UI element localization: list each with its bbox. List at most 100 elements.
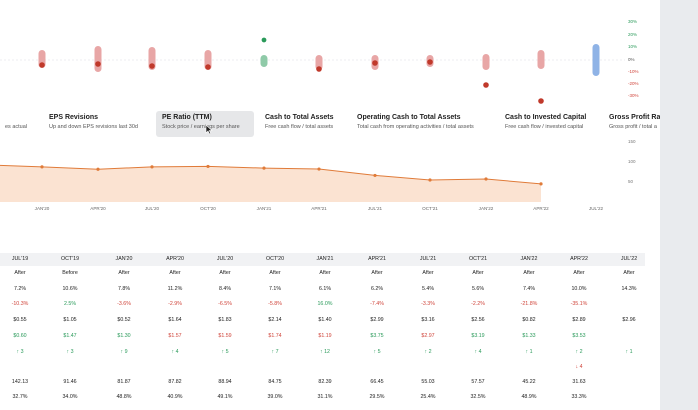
table-cell: $2.96 <box>622 317 636 323</box>
rating-tick-label: -10% <box>628 69 639 74</box>
column-header: JUL'19 <box>11 256 29 262</box>
table-cell: 7.2% <box>13 286 27 292</box>
table-cell: -10.3% <box>11 301 29 307</box>
table-cell: ↑ 5 <box>221 349 229 355</box>
table-cell: After <box>422 270 434 276</box>
column-header: APR'21 <box>368 256 386 262</box>
pe-x-tick-label: JAN'20 <box>34 206 50 211</box>
table-cell: 8.4% <box>218 286 232 292</box>
table-cell: Before <box>62 270 78 276</box>
table-cell: ↑ 7 <box>271 349 279 355</box>
pe-x-tick-label: OCT'21 <box>422 206 438 211</box>
table-cell: After <box>371 270 383 276</box>
table-cell: ↑ 2 <box>575 349 583 355</box>
table-cell: 33.3% <box>571 394 587 400</box>
table-cell: 10.0% <box>571 286 587 292</box>
table-cell: 14.3% <box>621 286 637 292</box>
table-cell: ↑ 3 <box>16 349 24 355</box>
pe-x-tick-label: APR'20 <box>90 206 106 211</box>
table-cell: -21.8% <box>520 301 538 307</box>
table-cell: 84.75 <box>268 379 282 385</box>
table-cell: $2.99 <box>370 317 384 323</box>
pe-x-tick-label: JAN'22 <box>478 206 494 211</box>
right-scroll-gutter[interactable] <box>660 0 698 410</box>
metrics-panel: 30% 20% 10% 0% -10% -20% -30% es actual EPS Rev… <box>0 0 660 410</box>
pe-y-tick-label: 50 <box>628 179 634 184</box>
table-cell: 45.22 <box>522 379 536 385</box>
pe-point <box>373 173 377 178</box>
table-cell: -35.1% <box>570 301 588 307</box>
rating-dot <box>427 59 433 65</box>
metric-subtitle: Free cash flow / invested capital <box>505 124 584 130</box>
table-cell: $1.83 <box>218 317 232 323</box>
table-cell: 31.1% <box>317 394 333 400</box>
column-header: JAN'22 <box>520 256 538 262</box>
table-cell: $0.52 <box>117 317 131 323</box>
pe-x-tick-label: OCT'20 <box>200 206 216 211</box>
table-cell: 7.4% <box>522 286 536 292</box>
metric-subtitle: Total cash from operating activities / t… <box>357 124 474 130</box>
pe-x-tick-label: APR'22 <box>533 206 549 211</box>
table-cell: ↑ 2 <box>424 349 432 355</box>
rating-dot <box>95 61 101 67</box>
table-cell: $0.60 <box>13 333 27 339</box>
table-cell: 11.2% <box>167 286 183 292</box>
table-cell: After <box>623 270 635 276</box>
table-cell: $0.82 <box>522 317 536 323</box>
pe-x-tick-label: JAN'21 <box>256 206 272 211</box>
table-cell: ↓ 4 <box>575 364 583 370</box>
rating-tick-label: 10% <box>628 44 638 49</box>
pe-x-tick-label: JUL'20 <box>144 206 160 211</box>
table-cell: 29.5% <box>369 394 385 400</box>
table-cell: 25.4% <box>420 394 436 400</box>
rating-dot <box>260 36 268 44</box>
table-cell: -2.2% <box>471 301 485 307</box>
column-header: JUL'20 <box>216 256 234 262</box>
table-cell: ↑ 1 <box>625 349 633 355</box>
table-cell: 10.6% <box>62 286 78 292</box>
table-cell: -6.5% <box>218 301 232 307</box>
rating-dot <box>205 64 211 70</box>
rating-band <box>592 44 600 76</box>
table-cell: After <box>573 270 585 276</box>
table-cell: 40.9% <box>167 394 183 400</box>
table-cell: ↑ 9 <box>120 349 128 355</box>
rating-dot <box>316 66 322 72</box>
metric-title: Cash to Total Assets <box>265 114 334 121</box>
table-cell: ↑ 5 <box>373 349 381 355</box>
metric-subtitle: es actual <box>5 124 28 130</box>
metric-title: Cash to Invested Capital <box>505 114 587 121</box>
table-cell: $3.19 <box>471 333 485 339</box>
rating-tick-label: 30% <box>628 19 638 24</box>
table-row: 32.7% 34.0% 48.8% 40.9% 49.1% 39.0% 31.1% 29.5%… <box>0 391 645 404</box>
pe-point <box>428 178 432 182</box>
table-cell: 6.2% <box>370 286 384 292</box>
table-cell: ↑ 4 <box>474 349 482 355</box>
table-cell: $1.05 <box>63 317 77 323</box>
table-cell: 57.57 <box>471 379 485 385</box>
mouse-cursor-icon <box>205 124 213 135</box>
table-cell: $1.59 <box>218 333 232 339</box>
table-cell: 81.87 <box>117 379 131 385</box>
column-header: JAN'20 <box>115 256 133 262</box>
table-cell: $1.30 <box>117 333 131 339</box>
column-header: JUL'22 <box>620 256 638 262</box>
table-cell: 2.5% <box>63 301 77 307</box>
rating-band <box>315 55 323 70</box>
table-cell: After <box>269 270 281 276</box>
table-cell: 48.8% <box>116 394 132 400</box>
table-cell: 39.0% <box>267 394 283 400</box>
rating-dot <box>483 82 489 88</box>
table-cell: 48.9% <box>521 394 537 400</box>
table-cell: After <box>118 270 130 276</box>
table-cell: 88.94 <box>218 379 232 385</box>
table-cell: $1.33 <box>522 333 536 339</box>
pe-point <box>262 166 266 170</box>
rating-bands-chart <box>0 36 625 104</box>
metric-title: PE Ratio (TTM) <box>162 114 212 121</box>
pe-ratio-chart <box>0 164 543 202</box>
table-row: $0.55 $1.05 $0.52 $1.64 $1.83 $2.14 $1.40 $2.99… <box>0 314 645 327</box>
column-header: OCT'19 <box>60 256 80 262</box>
table-cell: 6.1% <box>318 286 332 292</box>
table-cell: 91.46 <box>63 379 77 385</box>
